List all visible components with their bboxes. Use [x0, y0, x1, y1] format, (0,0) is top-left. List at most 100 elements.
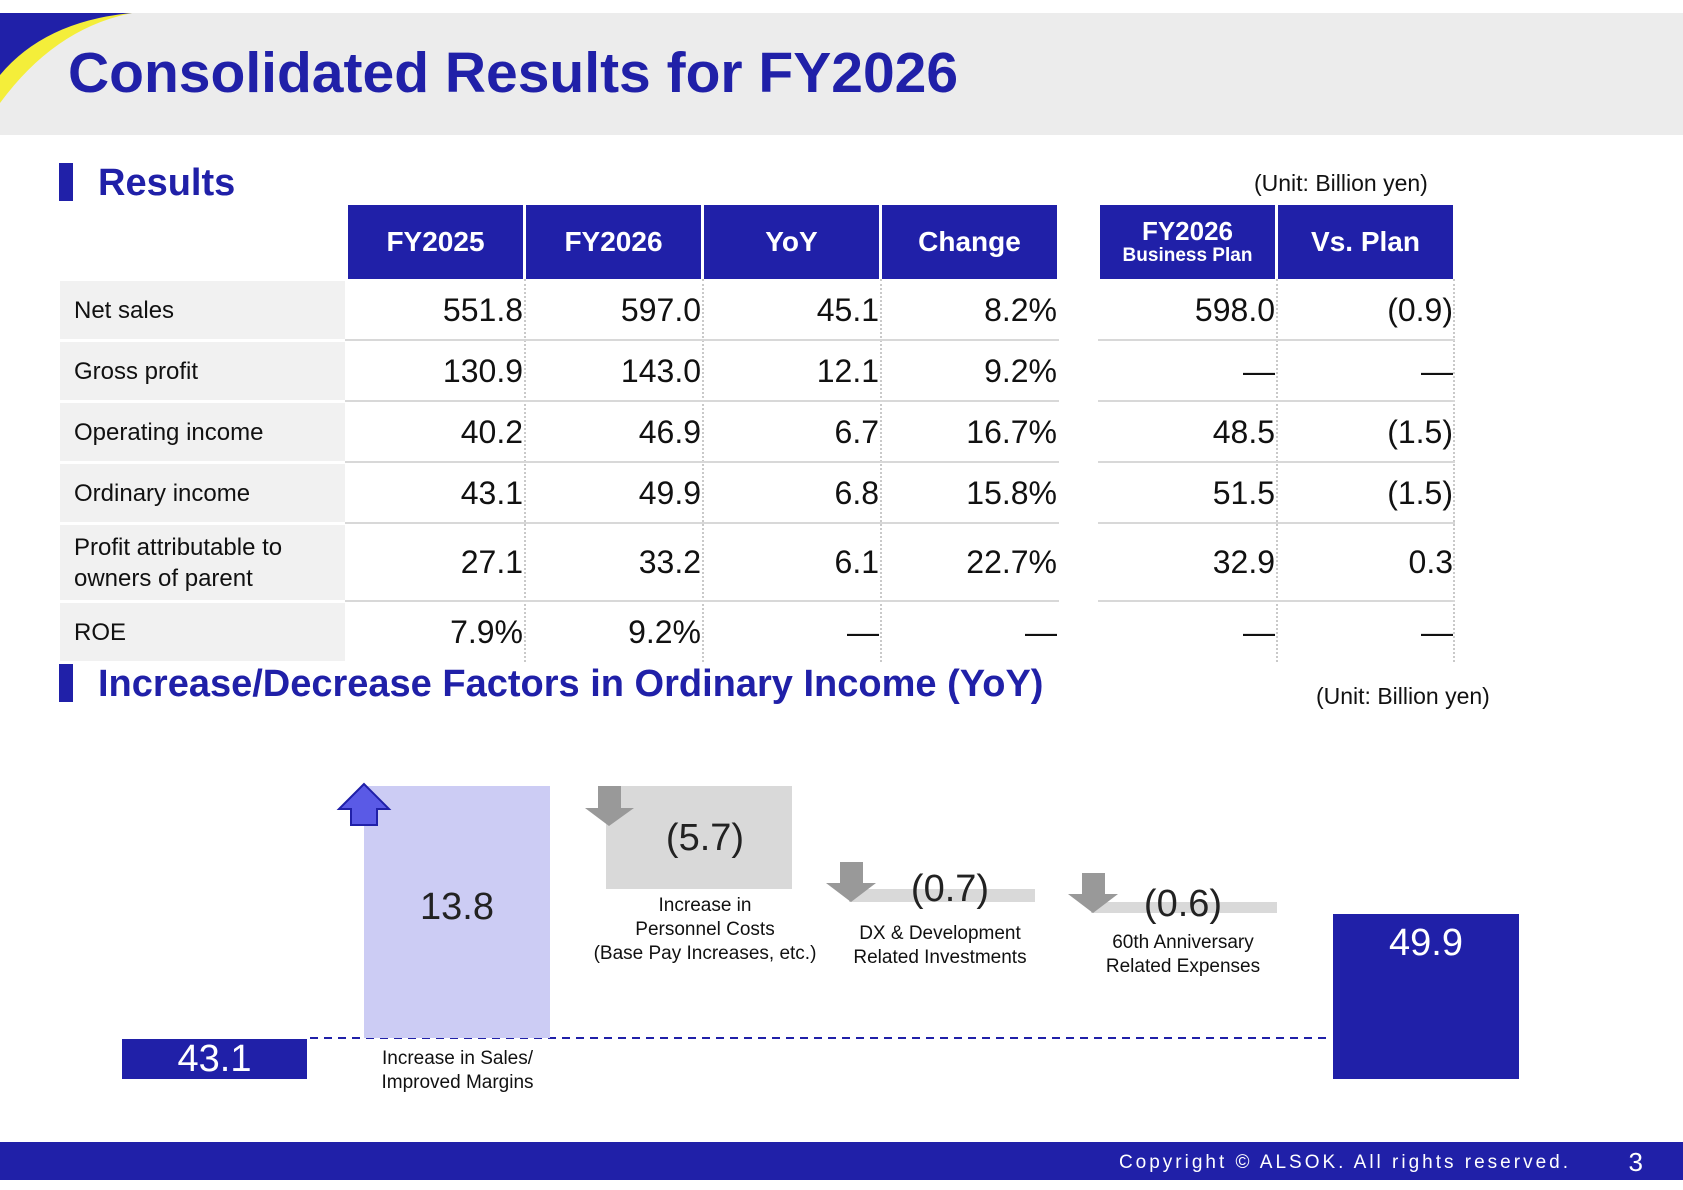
cell-net-sales-fy2026: 597.0: [620, 291, 701, 328]
cell-profit-attributable-vs-plan: 0.3: [1408, 544, 1453, 580]
label-personnel-costs-line3: (Base Pay Increases, etc.): [593, 943, 817, 964]
cell-ordinary-income-vs-plan: (1.5): [1387, 474, 1453, 511]
col-header-yoy: YoY: [704, 205, 879, 279]
row-label-profit-attributable-line2: owners of parent: [74, 564, 253, 592]
cell-ordinary-income-yoy: 6.8: [834, 474, 879, 511]
decrease-dx-value: (0.7): [910, 868, 990, 910]
cell-net-sales-yoy: 45.1: [816, 291, 879, 328]
label-anniversary-expenses: 60th Anniversary Related Expenses: [1078, 931, 1288, 979]
row-divider: [1098, 400, 1455, 402]
col-header-fy2025: FY2025: [348, 205, 523, 279]
increase-sales-value: 13.8: [420, 886, 494, 928]
label-personnel-costs-line1: Increase in: [658, 895, 752, 916]
row-divider: [1098, 461, 1455, 463]
row-divider: [345, 400, 1059, 402]
results-unit-label: (Unit: Billion yen): [1254, 170, 1428, 196]
label-increase-sales-line1: Increase in Sales/: [381, 1048, 534, 1069]
cell-net-sales-fy2025: 551.8: [442, 291, 523, 328]
decrease-bar-anniversary: [1091, 902, 1277, 913]
copyright-text: Copyright © ALSOK. All rights reserved.: [1118, 1152, 1571, 1173]
cell-profit-attributable-fy2025: 27.1: [460, 544, 523, 580]
cell-roe-fy2025: 7.9%: [450, 613, 523, 650]
row-divider: [1098, 600, 1455, 602]
cell-net-sales-change: 8.2%: [984, 291, 1057, 328]
row-divider: [1098, 339, 1455, 341]
row-label-ordinary-income: Ordinary income: [60, 464, 345, 522]
label-personnel-costs: Increase in Personnel Costs (Base Pay In…: [590, 894, 820, 966]
decrease-personnel-value: (5.7): [665, 817, 745, 859]
cell-roe-fy2026: 9.2%: [628, 613, 701, 650]
label-anniversary-expenses-line1: 60th Anniversary: [1112, 932, 1254, 953]
cell-operating-income-vs-plan: (1.5): [1387, 413, 1453, 450]
cell-gross-profit-change: 9.2%: [984, 352, 1057, 389]
cell-operating-income-fy2026: 46.9: [638, 413, 701, 450]
col-header-change: Change: [882, 205, 1057, 279]
row-divider: [345, 339, 1059, 341]
col-header-business-plan: FY2026 Business Plan: [1100, 205, 1275, 279]
cell-gross-profit-yoy: 12.1: [816, 352, 879, 389]
cell-roe-change: —: [1025, 613, 1057, 650]
row-label-gross-profit: Gross profit: [60, 342, 345, 400]
cell-operating-income-plan: 48.5: [1212, 413, 1275, 450]
cell-gross-profit-fy2026: 143.0: [620, 352, 701, 389]
label-dx-investments-line2: Related Investments: [853, 947, 1027, 968]
cell-gross-profit-vs-plan: —: [1421, 352, 1453, 389]
row-divider: [345, 600, 1059, 602]
cell-net-sales-vs-plan: (0.9): [1387, 291, 1453, 328]
cell-ordinary-income-fy2025: 43.1: [460, 474, 523, 511]
cell-gross-profit-fy2025: 130.9: [442, 352, 523, 389]
down-arrow-icon: [1068, 873, 1118, 913]
col-header-business-plan-year: FY2026: [1141, 216, 1234, 247]
col-header-business-plan-label: Business Plan: [1122, 244, 1253, 266]
decrease-anniversary-value: (0.6): [1143, 883, 1223, 925]
factors-unit-label: (Unit: Billion yen): [1316, 683, 1490, 709]
cell-roe-yoy: —: [847, 613, 879, 650]
down-arrow-icon: [826, 862, 876, 902]
row-divider: [345, 461, 1059, 463]
cell-profit-attributable-fy2026: 33.2: [638, 544, 701, 580]
corner-swoosh-logo: [0, 13, 132, 103]
cell-ordinary-income-fy2026: 49.9: [638, 474, 701, 511]
increase-bar-sales: [364, 786, 550, 1038]
down-arrow-icon: [585, 786, 634, 826]
cell-profit-attributable-plan: 32.9: [1212, 544, 1275, 580]
cell-roe-plan: —: [1243, 613, 1275, 650]
column-separator: [880, 279, 882, 662]
cell-operating-income-fy2025: 40.2: [460, 413, 523, 450]
row-divider: [345, 522, 1059, 524]
end-bar-value: 49.9: [1389, 922, 1463, 964]
cell-operating-income-change: 16.7%: [966, 413, 1057, 450]
factors-section-marker: [59, 664, 73, 702]
title-banner: [0, 13, 1683, 135]
label-dx-investments-line1: DX & Development: [859, 923, 1021, 944]
column-separator: [702, 279, 704, 662]
results-section-title: Results: [98, 162, 236, 204]
cell-ordinary-income-plan: 51.5: [1212, 474, 1275, 511]
end-bar: [1333, 914, 1519, 1079]
cell-profit-attributable-change: 22.7%: [966, 544, 1057, 580]
cell-ordinary-income-change: 15.8%: [966, 474, 1057, 511]
row-divider: [1098, 522, 1455, 524]
decrease-bar-dx: [849, 889, 1035, 902]
column-separator: [524, 279, 526, 662]
row-label-net-sales: Net sales: [60, 281, 345, 339]
row-label-profit-attributable: Profit attributable to owners of parent: [60, 525, 345, 600]
label-anniversary-expenses-line2: Related Expenses: [1105, 956, 1261, 977]
col-header-fy2026: FY2026: [526, 205, 701, 279]
label-dx-investments: DX & Development Related Investments: [835, 922, 1045, 970]
footer-bar: [0, 1142, 1683, 1180]
column-separator: [1453, 279, 1455, 662]
cell-roe-vs-plan: —: [1421, 613, 1453, 650]
up-arrow-icon: [336, 782, 392, 826]
row-label-operating-income: Operating income: [60, 403, 345, 461]
column-separator: [1276, 279, 1278, 662]
cell-operating-income-yoy: 6.7: [834, 413, 879, 450]
start-bar-value: 43.1: [177, 1038, 252, 1080]
label-personnel-costs-line2: Personnel Costs: [635, 919, 775, 940]
decrease-bar-personnel: [606, 786, 792, 889]
row-label-roe: ROE: [60, 603, 345, 661]
page-number: 3: [1628, 1147, 1643, 1177]
start-bar: [122, 1039, 307, 1079]
label-increase-sales-line2: Improved Margins: [381, 1072, 534, 1093]
